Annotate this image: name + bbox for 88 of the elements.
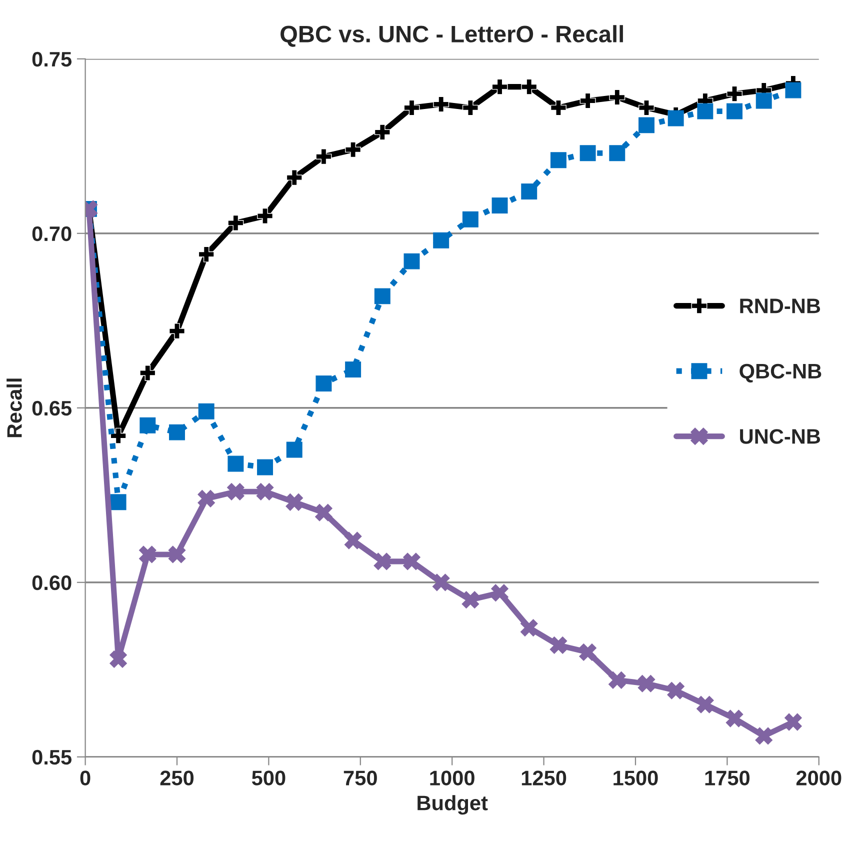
point [198,403,214,420]
point [609,89,626,106]
x-tick-label: 500 [252,770,286,786]
x-tick-label: 0 [80,770,90,786]
point [198,246,214,262]
point [433,96,450,112]
point [286,493,304,511]
x-tick-label: 1500 [614,770,658,786]
x-tick-label: 1250 [522,770,566,786]
point [374,124,390,140]
point [462,100,478,116]
point [462,591,480,609]
y-axis-title: Recall [6,378,22,438]
point [668,110,684,126]
x-axis-title: Budget [418,795,488,815]
point [638,117,654,134]
x-tick-label: 2000 [796,770,842,786]
legend-label: QBC-NB [740,364,822,382]
point [755,727,773,745]
legend-label: RND-NB [740,298,820,314]
point [228,456,244,472]
y-tick-label: 0.65 [32,400,72,416]
point [110,428,126,444]
x-tick-label: 250 [160,770,194,786]
point [784,713,802,731]
point [550,100,566,116]
point [726,103,743,120]
point [550,152,566,168]
point [696,696,714,714]
point [403,552,420,570]
point [756,92,772,109]
legend-label: UNC-NB [740,429,820,444]
point [580,145,596,162]
point [344,532,362,550]
point [520,619,538,636]
point [785,82,802,98]
point [374,552,392,570]
point [169,323,185,340]
point [432,574,450,592]
point [491,584,508,602]
point [316,375,332,392]
y-tick-label: 0.75 [32,52,72,67]
chart-title: QBC vs. UNC - LetterO - Recall [280,25,623,47]
point [345,142,362,158]
point [697,103,714,120]
x-tick-label: 1000 [430,770,474,786]
point [580,92,596,109]
point [198,490,216,508]
point [492,197,508,214]
point [169,424,185,440]
point [521,184,538,200]
point [433,232,450,248]
point [374,288,390,304]
point [345,362,362,378]
point [667,682,685,700]
point [579,644,596,661]
point [404,100,420,116]
point [521,78,538,95]
y-tick-label: 0.60 [32,575,72,590]
point [286,442,302,458]
point [492,78,508,95]
point [110,650,127,668]
point [140,417,156,434]
point [110,494,126,510]
point [315,504,332,522]
point [256,482,274,500]
y-tick-label: 0.55 [32,750,72,765]
point [227,482,244,500]
x-tick-label: 750 [344,770,377,786]
x-tick-label: 1750 [705,770,750,786]
point [638,100,654,116]
y-tick-label: 0.70 [32,226,72,242]
point [462,211,478,228]
point [228,214,244,231]
point [286,170,302,186]
point [168,546,186,564]
point [404,253,420,270]
point [257,208,274,224]
point [726,710,744,728]
point [609,145,626,162]
point [138,546,156,564]
point [140,364,156,381]
point [726,86,743,102]
point [638,674,656,692]
point [316,148,332,165]
point [550,636,568,654]
point [257,459,274,476]
point [608,671,626,689]
